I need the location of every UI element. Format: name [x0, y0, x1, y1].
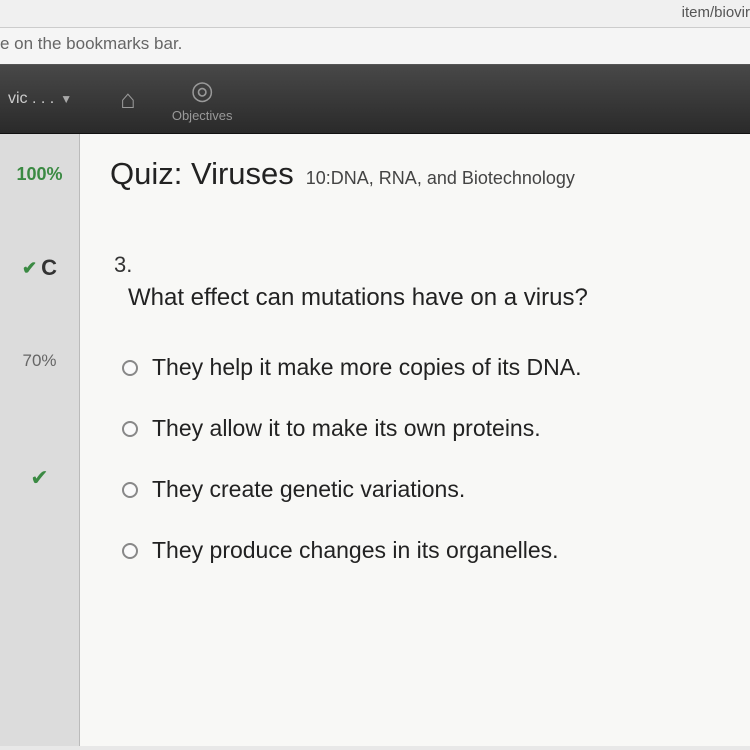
option-1-label: They help it make more copies of its DNA…	[152, 354, 582, 381]
objectives-label: Objectives	[172, 108, 233, 123]
sidebar-score-100[interactable]: 100%	[0, 164, 79, 185]
home-button[interactable]: ⌂	[120, 84, 136, 115]
option-3-label: They create genetic variations.	[152, 476, 465, 503]
sidebar: 100% ✔ C 70% ✔	[0, 134, 80, 746]
radio-icon[interactable]	[122, 360, 138, 376]
question-block: 3. What effect can mutations have on a v…	[114, 252, 730, 564]
quiz-title: Quiz: Viruses	[110, 156, 294, 192]
objectives-button[interactable]: ◎ Objectives	[172, 75, 233, 123]
content-area: Quiz: Viruses 10:DNA, RNA, and Biotechno…	[80, 134, 750, 746]
option-2-label: They allow it to make its own proteins.	[152, 415, 541, 442]
check-icon: ✔	[30, 465, 48, 490]
bookmarks-hint: e on the bookmarks bar.	[0, 28, 750, 64]
sidebar-status[interactable]: ✔ C	[0, 255, 79, 281]
quiz-header: Quiz: Viruses 10:DNA, RNA, and Biotechno…	[110, 156, 730, 192]
url-bar: item/biovir	[0, 0, 750, 28]
option-1[interactable]: They help it make more copies of its DNA…	[122, 354, 730, 381]
radio-icon[interactable]	[122, 421, 138, 437]
option-3[interactable]: They create genetic variations.	[122, 476, 730, 503]
question-text: What effect can mutations have on a viru…	[128, 284, 730, 312]
option-2[interactable]: They allow it to make its own proteins.	[122, 415, 730, 442]
url-fragment: item/biovir	[682, 4, 750, 21]
radio-icon[interactable]	[122, 482, 138, 498]
option-4-label: They produce changes in its organelles.	[152, 537, 559, 564]
question-number: 3.	[114, 252, 730, 278]
main-area: 100% ✔ C 70% ✔ Quiz: Viruses 10:DNA, RNA…	[0, 134, 750, 746]
home-icon: ⌂	[120, 84, 136, 115]
radio-icon[interactable]	[122, 543, 138, 559]
sidebar-score-70[interactable]: 70%	[0, 351, 79, 371]
option-4[interactable]: They produce changes in its organelles.	[122, 537, 730, 564]
nav-tab-label[interactable]: vic . . .	[8, 90, 60, 108]
status-letter: C	[41, 255, 57, 281]
nav-bar: vic . . . ▼ ⌂ ◎ Objectives	[0, 64, 750, 134]
check-icon: ✔	[22, 258, 37, 279]
objectives-icon: ◎	[191, 75, 214, 106]
sidebar-check-icon[interactable]: ✔	[30, 465, 48, 491]
chevron-down-icon[interactable]: ▼	[60, 92, 72, 106]
quiz-unit: 10:DNA, RNA, and Biotechnology	[306, 168, 575, 189]
